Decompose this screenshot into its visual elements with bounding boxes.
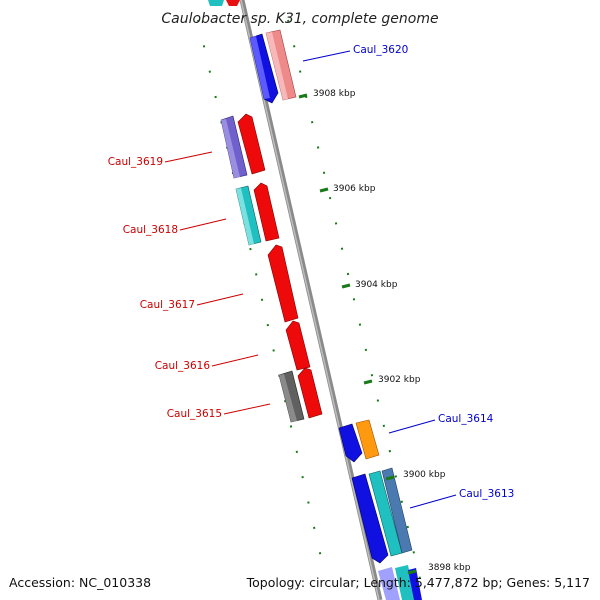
scale-ticks: 3908 kbp 3906 kbp 3904 kbp 3902 kbp 3900… (298, 89, 471, 575)
tick-mark (298, 93, 308, 99)
gene-label-caul-3620[interactable]: Caul_3620 (353, 44, 408, 56)
reverse-gene-labels: Caul_3619 Caul_3618 Caul_3617 Caul_3616 … (108, 151, 271, 420)
label-leader (388, 419, 436, 434)
label-leader (164, 151, 213, 163)
gene-blue-3613[interactable] (351, 473, 389, 564)
tick-mark (363, 379, 373, 385)
tick-label: 3908 kbp (313, 89, 356, 99)
label-leader (302, 50, 351, 62)
gene-partial-top-2[interactable] (226, 0, 240, 6)
tick-mark (341, 283, 351, 289)
gene-red-3619[interactable] (237, 113, 266, 175)
gene-orange-3614[interactable] (355, 419, 380, 460)
gene-purple-3619-shade (221, 119, 240, 178)
gene-red-3616[interactable] (285, 320, 311, 371)
tick-label: 3906 kbp (333, 184, 376, 194)
tick-mark (407, 569, 417, 575)
label-leader (179, 218, 227, 231)
tick-label: 3900 kbp (403, 470, 446, 480)
gene-partial-bottom-3[interactable] (408, 568, 422, 600)
gene-label-caul-3613[interactable]: Caul_3613 (459, 488, 514, 500)
gene-label-caul-3616[interactable]: Caul_3616 (155, 360, 211, 372)
genome-backbone (239, 0, 383, 600)
label-leader (196, 293, 244, 306)
genome-summary-text: Topology: circular; Length: 5,477,872 bp… (246, 575, 590, 590)
gene-partial-bottom-2[interactable] (395, 565, 415, 600)
gene-label-caul-3618[interactable]: Caul_3618 (123, 224, 178, 236)
gene-steel-3613[interactable] (381, 467, 413, 554)
label-leader (211, 354, 259, 367)
gene-blue-3620a-shade (250, 36, 270, 99)
tick-mark (319, 187, 329, 193)
gene-red-3618[interactable] (253, 182, 280, 242)
gene-partial-bottom-1[interactable] (378, 567, 400, 600)
page-title: Caulobacter sp. K31, complete genome (161, 11, 438, 27)
gene-label-caul-3617[interactable]: Caul_3617 (140, 299, 195, 311)
tick-mark (385, 475, 395, 481)
gene-label-caul-3615[interactable]: Caul_3615 (167, 408, 222, 420)
gene-blue-3614[interactable] (338, 423, 363, 463)
tick-label: 3898 kbp (428, 563, 471, 573)
gene-label-caul-3614[interactable]: Caul_3614 (438, 413, 494, 425)
outer-scale-guide (287, 19, 426, 600)
gene-partial-top-1[interactable] (208, 0, 224, 6)
label-leader (223, 403, 271, 415)
gene-red-3615[interactable] (297, 367, 323, 419)
label-leader (409, 494, 457, 509)
gene-label-caul-3619[interactable]: Caul_3619 (108, 156, 163, 168)
gene-cyan-3618-shade (236, 188, 254, 245)
forward-gene-labels: Caul_3620 Caul_3614 Caul_3613 (302, 44, 514, 509)
inner-scale-guide (197, 19, 326, 576)
gene-gray-3615-shade (279, 374, 297, 422)
tick-label: 3902 kbp (378, 375, 421, 385)
gene-pink-3620-shade (266, 32, 288, 100)
tick-label: 3904 kbp (355, 280, 398, 290)
genome-backbone-highlight (240, 0, 380, 600)
gene-red-3617[interactable] (267, 244, 299, 323)
accession-text: Accession: NC_010338 (9, 575, 151, 590)
